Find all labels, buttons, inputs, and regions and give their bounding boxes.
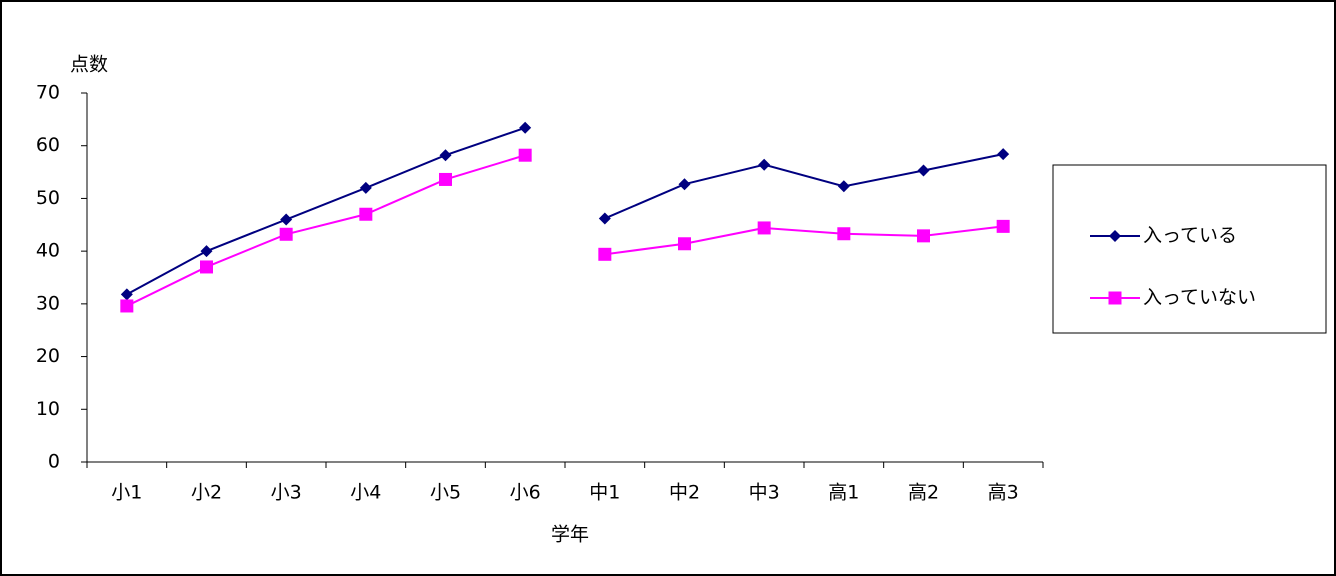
marker [120,299,134,313]
y-tick-label: 30 [36,292,60,314]
x-tick-label: 小1 [111,482,142,504]
x-tick-label: 高3 [988,482,1019,504]
y-tick-label: 20 [36,345,60,367]
marker [996,219,1010,233]
x-tick-label: 小2 [191,482,222,504]
marker [757,221,771,235]
x-tick-label: 小5 [430,482,461,504]
legend-box [1052,164,1327,334]
marker [758,158,771,171]
y-tick-label: 60 [36,134,60,156]
marker [519,121,532,134]
marker [439,149,452,162]
legend-label: 入っていない [1143,287,1256,309]
x-tick-label: 小6 [510,482,541,504]
y-tick-label: 40 [36,240,60,262]
marker [678,178,691,191]
marker [917,229,930,243]
legend-marker [1109,230,1121,242]
series-line [604,225,1004,256]
marker [598,247,612,261]
marker [837,180,850,193]
series-line [126,154,526,307]
series-line [604,153,1004,220]
y-tick-label: 0 [48,451,60,473]
marker [678,237,691,251]
x-tick-label: 小3 [271,482,302,504]
marker [200,245,213,258]
marker [997,148,1010,161]
legend-marker [1108,291,1122,305]
y-tick-label: 70 [36,82,60,104]
marker [598,212,611,225]
marker [917,164,930,177]
x-tick-label: 中3 [749,482,780,504]
marker [200,260,213,274]
x-tick-label: 小4 [350,482,381,504]
marker [279,227,293,241]
y-tick-label: 50 [36,187,60,209]
x-tick-label: 高2 [908,482,939,504]
marker [439,172,452,186]
x-tick-label: 中1 [589,482,620,504]
x-tick-label: 中2 [669,482,700,504]
y-tick-label: 10 [36,398,60,420]
marker [359,207,373,221]
legend-label: 入っている [1143,225,1237,247]
series-line [126,126,526,296]
x-axis-label: 学年 [551,524,589,546]
marker [518,148,532,162]
marker [120,288,133,301]
marker [280,213,293,226]
x-tick-label: 高1 [828,482,859,504]
y-axis-label: 点数 [70,54,108,76]
marker [359,181,372,194]
marker [837,227,851,241]
